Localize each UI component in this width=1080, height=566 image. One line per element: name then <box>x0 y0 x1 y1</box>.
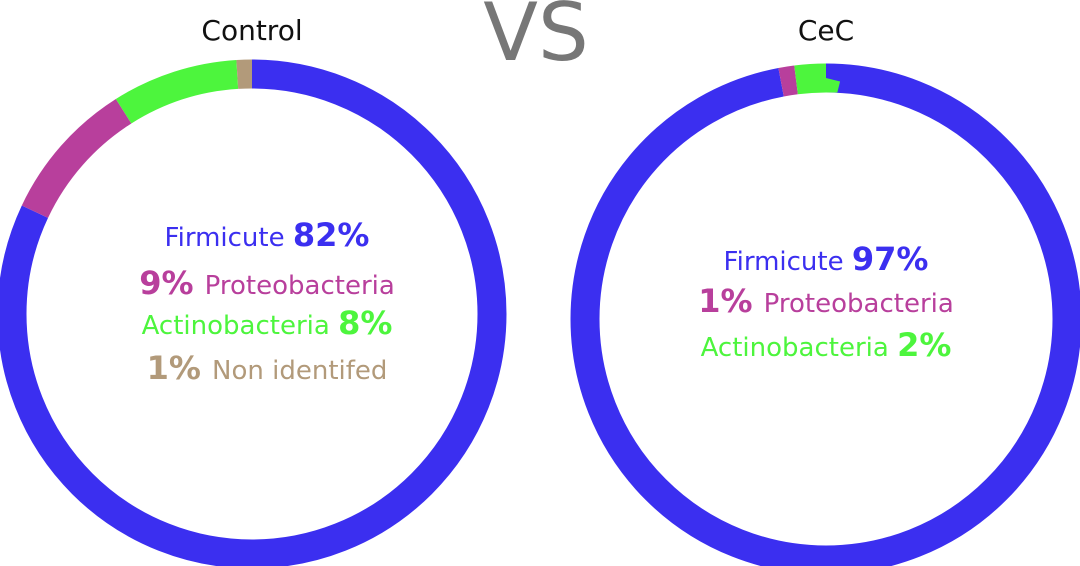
cec-labels: Firmicute 97% 1% Proteobacteria Actinobact… <box>698 240 954 364</box>
label-value: 1% <box>698 282 763 320</box>
label-value: 8% <box>338 304 392 342</box>
label-proteobacteria: 1% Proteobacteria <box>698 282 954 320</box>
label-value: 97% <box>852 240 929 278</box>
vs-label: VS <box>483 0 589 79</box>
label-value: 82% <box>293 216 370 254</box>
label-name: Proteobacteria <box>764 289 954 319</box>
cec-donut-chart: CeC Firmicute 97% 1% Proteobacteria Actino… <box>570 14 1080 566</box>
label-name: Non identifed <box>212 356 387 386</box>
label-proteobacteria: 9% Proteobacteria <box>139 264 395 302</box>
label-name: Firmicute <box>165 223 293 253</box>
chart-title-control: Control <box>201 14 302 47</box>
label-name: Actinobacteria <box>142 311 338 341</box>
label-value: 9% <box>139 264 204 302</box>
label-actinobacteria: Actinobacteria 8% <box>142 304 393 342</box>
label-value: 1% <box>147 349 212 387</box>
chart-title-cec: CeC <box>798 14 854 47</box>
label-name: Proteobacteria <box>205 271 395 301</box>
slice-firmicute <box>570 63 1080 566</box>
control-labels: Firmicute 82%9% ProteobacteriaActinobact… <box>139 216 395 387</box>
label-value: 2% <box>897 326 951 364</box>
slice-actinobacteria <box>570 63 1080 566</box>
label-actinobacteria: Actinobacteria 2% <box>701 326 952 364</box>
cec-ring <box>570 63 1080 566</box>
slice-non-identifed <box>0 59 507 566</box>
label-name: Actinobacteria <box>701 333 897 363</box>
control-ring <box>0 59 507 566</box>
control-donut-chart: Control Firmicute 82%9% ProteobacteriaAc… <box>0 14 507 566</box>
label-firmicute: Firmicute 97% <box>724 240 929 278</box>
label-firmicute: Firmicute 82% <box>165 216 370 254</box>
label-name: Firmicute <box>724 247 852 277</box>
label-non-identifed: 1% Non identifed <box>147 349 388 387</box>
